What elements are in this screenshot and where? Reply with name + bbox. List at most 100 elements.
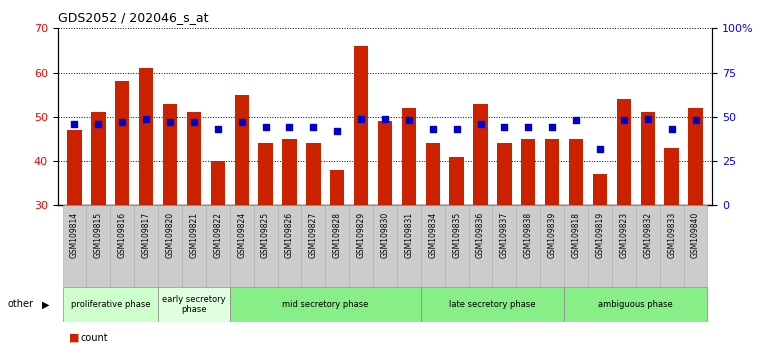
Bar (521, 139, 535, 205)
Bar (665, 148, 679, 205)
Point (403, 118, 415, 123)
Text: GDS2052 / 202046_s_at: GDS2052 / 202046_s_at (58, 11, 208, 24)
Point (427, 126, 439, 132)
Bar (688, 108, 703, 205)
Bar (564, 287, 708, 322)
Text: GSM109836: GSM109836 (476, 212, 485, 258)
Bar (158, 205, 182, 287)
Text: GSM109824: GSM109824 (237, 212, 246, 258)
Bar (253, 205, 277, 287)
Bar (660, 205, 684, 287)
Bar (450, 156, 464, 205)
Bar (110, 205, 134, 287)
Text: GSM109830: GSM109830 (380, 212, 390, 258)
Point (355, 116, 367, 121)
Bar (187, 113, 201, 205)
Bar (62, 287, 158, 322)
Bar (445, 205, 469, 287)
Text: GSM109820: GSM109820 (166, 212, 175, 258)
Text: GSM109815: GSM109815 (94, 212, 103, 258)
Bar (86, 205, 110, 287)
Point (474, 121, 487, 127)
Text: GSM109825: GSM109825 (261, 212, 270, 258)
Bar (67, 130, 82, 205)
Text: GSM109823: GSM109823 (619, 212, 628, 258)
Bar (182, 205, 206, 287)
Bar (497, 143, 511, 205)
Bar (593, 174, 608, 205)
Bar (517, 205, 541, 287)
Bar (325, 205, 349, 287)
Bar (612, 205, 636, 287)
Text: GSM109835: GSM109835 (452, 212, 461, 258)
Text: GSM109816: GSM109816 (118, 212, 127, 258)
Bar (641, 113, 655, 205)
Bar (354, 46, 368, 205)
Text: early secretory
phase: early secretory phase (162, 295, 226, 314)
Point (379, 116, 391, 121)
Bar (545, 139, 559, 205)
Point (140, 116, 152, 121)
Text: GSM109834: GSM109834 (428, 212, 437, 258)
Bar (139, 68, 153, 205)
Point (594, 146, 606, 152)
Point (450, 126, 463, 132)
Bar (541, 205, 564, 287)
Text: mid secretory phase: mid secretory phase (282, 300, 369, 309)
Point (546, 125, 558, 130)
Bar (115, 81, 129, 205)
Text: GSM109826: GSM109826 (285, 212, 294, 258)
Bar (62, 205, 86, 287)
Text: ambiguous phase: ambiguous phase (598, 300, 673, 309)
Bar (469, 205, 493, 287)
Bar (474, 103, 487, 205)
Point (69, 121, 81, 127)
Text: GSM109832: GSM109832 (643, 212, 652, 258)
Bar (211, 161, 225, 205)
Bar (91, 113, 105, 205)
Point (116, 119, 129, 125)
Bar (158, 287, 229, 322)
Text: ▶: ▶ (42, 299, 50, 309)
Text: GSM109829: GSM109829 (357, 212, 366, 258)
Bar (378, 121, 392, 205)
Bar (206, 205, 229, 287)
Text: GSM109833: GSM109833 (667, 212, 676, 258)
Bar (259, 143, 273, 205)
Point (618, 118, 630, 123)
Bar (421, 287, 564, 322)
Bar (588, 205, 612, 287)
Bar (397, 205, 421, 287)
Text: GSM109840: GSM109840 (691, 212, 700, 258)
Bar (306, 143, 320, 205)
Point (92, 121, 105, 127)
Point (188, 119, 200, 125)
Point (283, 125, 296, 130)
Bar (349, 205, 373, 287)
Bar (330, 170, 344, 205)
Bar (301, 205, 325, 287)
Point (570, 118, 582, 123)
Point (331, 128, 343, 134)
Bar (283, 139, 296, 205)
Text: other: other (8, 299, 34, 309)
Bar (373, 205, 397, 287)
Point (665, 126, 678, 132)
Text: proliferative phase: proliferative phase (71, 300, 150, 309)
Text: GSM109819: GSM109819 (595, 212, 604, 258)
Bar (277, 205, 301, 287)
Bar (229, 287, 421, 322)
Point (641, 116, 654, 121)
Point (522, 125, 534, 130)
Point (259, 125, 272, 130)
Point (307, 125, 320, 130)
Point (212, 126, 224, 132)
Bar (162, 103, 177, 205)
Bar (569, 139, 583, 205)
Text: ■: ■ (69, 333, 80, 343)
Text: GSM109821: GSM109821 (189, 212, 199, 258)
Point (689, 118, 701, 123)
Bar (564, 205, 588, 287)
Text: GSM109827: GSM109827 (309, 212, 318, 258)
Bar (229, 205, 253, 287)
